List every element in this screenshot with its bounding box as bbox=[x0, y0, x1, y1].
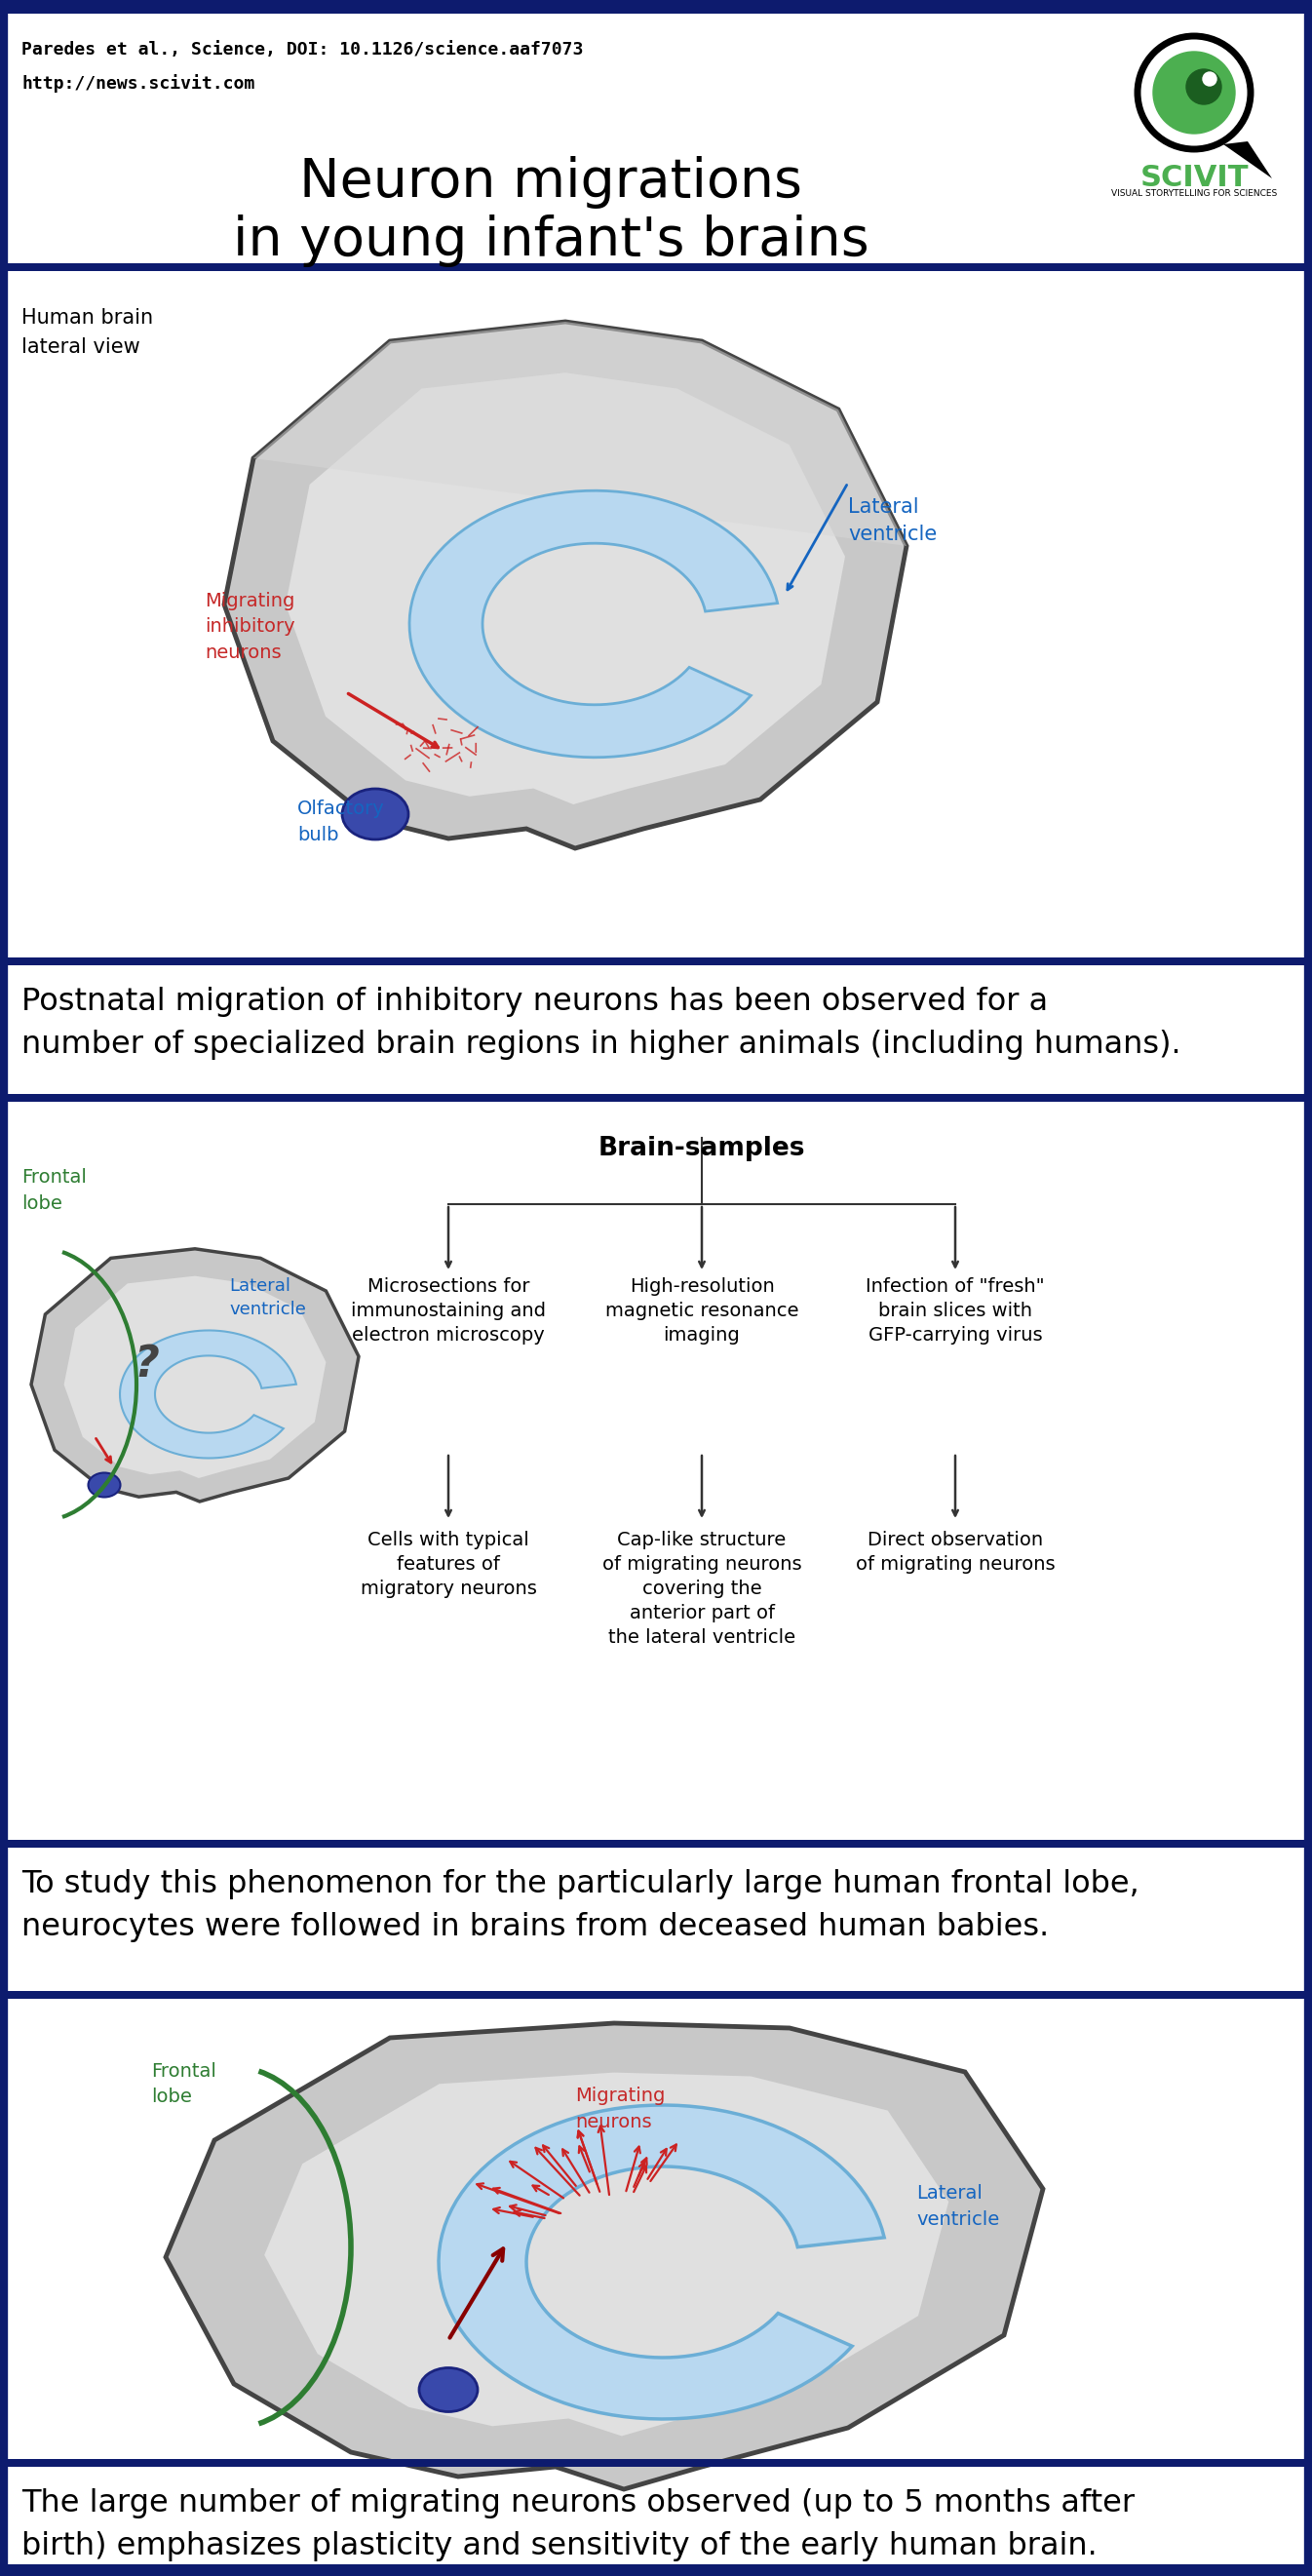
Text: Neuron migrations: Neuron migrations bbox=[299, 157, 803, 209]
Polygon shape bbox=[264, 2074, 949, 2437]
Text: Lateral
ventricle: Lateral ventricle bbox=[916, 2184, 1000, 2228]
Bar bbox=[0, 1839, 1312, 1847]
Text: The large number of migrating neurons observed (up to 5 months after
birth) emph: The large number of migrating neurons ob… bbox=[21, 2488, 1135, 2561]
Polygon shape bbox=[31, 1249, 358, 1502]
Text: Migrating
neurons: Migrating neurons bbox=[575, 2087, 665, 2130]
Bar bbox=[0, 2460, 1312, 2468]
Polygon shape bbox=[438, 2105, 884, 2419]
Bar bbox=[0, 0, 1312, 13]
Text: SCIVIT: SCIVIT bbox=[1140, 165, 1249, 193]
Bar bbox=[0, 1095, 1312, 1103]
Bar bbox=[0, 958, 1312, 966]
Text: High-resolution
magnetic resonance
imaging: High-resolution magnetic resonance imagi… bbox=[605, 1278, 799, 1345]
Polygon shape bbox=[165, 2022, 1043, 2488]
Text: Brain-samples: Brain-samples bbox=[598, 1136, 806, 1162]
Bar bbox=[0, 2563, 1312, 2576]
Text: Infection of "fresh"
brain slices with
GFP-carrying virus: Infection of "fresh" brain slices with G… bbox=[866, 1278, 1044, 1345]
Bar bbox=[0, 1991, 1312, 1999]
Polygon shape bbox=[253, 322, 907, 605]
Text: http://news.scivit.com: http://news.scivit.com bbox=[21, 75, 255, 93]
Text: Postnatal migration of inhibitory neurons has been observed for a
number of spec: Postnatal migration of inhibitory neuron… bbox=[21, 987, 1181, 1061]
Text: Direct observation
of migrating neurons: Direct observation of migrating neurons bbox=[855, 1530, 1055, 1574]
Text: VISUAL STORYTELLING FOR SCIENCES: VISUAL STORYTELLING FOR SCIENCES bbox=[1111, 188, 1277, 198]
Text: Lateral
ventricle: Lateral ventricle bbox=[230, 1278, 306, 1319]
Circle shape bbox=[1203, 72, 1216, 85]
Text: Microsections for
immunostaining and
electron microscopy: Microsections for immunostaining and ele… bbox=[350, 1278, 546, 1345]
Text: Cap-like structure
of migrating neurons
covering the
anterior part of
the latera: Cap-like structure of migrating neurons … bbox=[602, 1530, 802, 1646]
Text: To study this phenomenon for the particularly large human frontal lobe,
neurocyt: To study this phenomenon for the particu… bbox=[21, 1870, 1139, 1942]
Ellipse shape bbox=[419, 2367, 478, 2411]
Text: Lateral
ventricle: Lateral ventricle bbox=[848, 497, 937, 544]
Text: Frontal
lobe: Frontal lobe bbox=[151, 2063, 216, 2107]
Polygon shape bbox=[224, 322, 907, 848]
Text: Cells with typical
features of
migratory neurons: Cells with typical features of migratory… bbox=[361, 1530, 537, 1597]
Ellipse shape bbox=[88, 1473, 121, 1497]
Text: Paredes et al., Science, DOI: 10.1126/science.aaf7073: Paredes et al., Science, DOI: 10.1126/sc… bbox=[21, 41, 584, 59]
Text: Migrating
inhibitory
neurons: Migrating inhibitory neurons bbox=[205, 592, 295, 662]
Text: in young infant's brains: in young infant's brains bbox=[234, 214, 869, 268]
Text: Olfactory
bulb: Olfactory bulb bbox=[298, 799, 384, 845]
Polygon shape bbox=[409, 489, 778, 757]
Text: ?: ? bbox=[134, 1345, 159, 1386]
Text: Human brain
lateral view: Human brain lateral view bbox=[21, 309, 154, 355]
Circle shape bbox=[1153, 52, 1235, 134]
Polygon shape bbox=[64, 1275, 325, 1479]
Polygon shape bbox=[286, 374, 845, 804]
Ellipse shape bbox=[342, 788, 408, 840]
Circle shape bbox=[1186, 70, 1221, 103]
Polygon shape bbox=[119, 1329, 297, 1458]
Polygon shape bbox=[1223, 142, 1273, 178]
Text: Frontal
lobe: Frontal lobe bbox=[21, 1167, 87, 1213]
Bar bbox=[0, 263, 1312, 270]
